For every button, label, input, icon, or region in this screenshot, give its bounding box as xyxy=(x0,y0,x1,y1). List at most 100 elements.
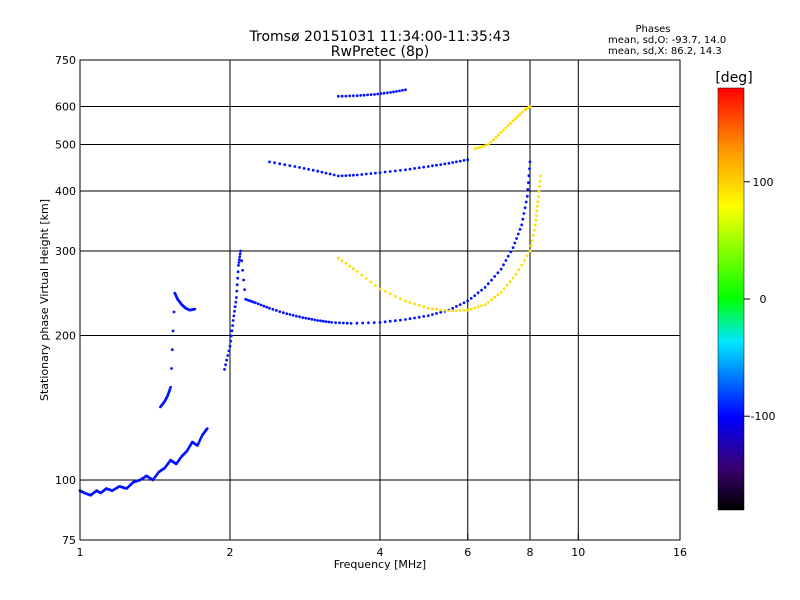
data-point xyxy=(239,249,243,253)
colorbar xyxy=(717,87,745,511)
data-point xyxy=(476,305,480,309)
data-point xyxy=(348,94,352,98)
data-point xyxy=(316,169,320,173)
data-point xyxy=(408,167,412,171)
data-point xyxy=(392,90,395,94)
data-point xyxy=(447,161,451,165)
data-point xyxy=(523,259,526,262)
data-point xyxy=(361,321,365,325)
data-point xyxy=(462,159,466,162)
data-point xyxy=(355,321,359,325)
data-point xyxy=(171,329,175,333)
data-point xyxy=(536,200,540,204)
x-tick-label: 4 xyxy=(377,546,384,559)
data-point xyxy=(486,282,490,286)
data-point xyxy=(236,270,240,274)
data-point xyxy=(538,179,542,183)
data-point xyxy=(422,165,426,169)
data-point xyxy=(422,305,426,309)
data-point xyxy=(302,167,306,170)
data-point xyxy=(364,172,368,176)
data-point xyxy=(514,273,518,276)
data-point xyxy=(223,368,226,371)
series-5 xyxy=(337,174,542,313)
data-point xyxy=(293,165,297,168)
data-point xyxy=(417,303,421,307)
data-point xyxy=(229,339,233,343)
data-point xyxy=(367,321,370,325)
data-point xyxy=(388,319,392,323)
data-point xyxy=(378,321,382,324)
data-point xyxy=(469,296,473,300)
data-point xyxy=(311,168,315,172)
data-point xyxy=(243,288,247,291)
data-point xyxy=(522,212,526,215)
data-point xyxy=(355,270,359,273)
data-point xyxy=(466,308,470,312)
data-point xyxy=(502,287,506,291)
data-point xyxy=(172,310,176,314)
data-point xyxy=(511,276,515,280)
data-point xyxy=(528,249,532,253)
data-point xyxy=(389,91,392,94)
data-point xyxy=(509,121,513,125)
x-tick-label: 1 xyxy=(77,546,84,559)
data-point xyxy=(228,344,232,348)
data-point xyxy=(528,160,532,164)
data-point xyxy=(417,315,421,319)
data-point xyxy=(328,172,332,176)
data-point xyxy=(455,160,458,164)
data-point xyxy=(499,267,503,271)
data-point xyxy=(360,173,364,176)
series-4 xyxy=(337,88,407,98)
data-point xyxy=(369,280,373,284)
data-point xyxy=(324,171,328,175)
data-point xyxy=(376,92,380,96)
data-point xyxy=(341,321,345,325)
data-point xyxy=(224,363,228,367)
data-point xyxy=(334,321,337,324)
data-point xyxy=(417,166,421,170)
data-point xyxy=(458,159,462,163)
y-tick-label: 750 xyxy=(55,54,76,67)
data-point xyxy=(169,385,173,389)
data-point xyxy=(451,309,455,313)
x-tick-label: 6 xyxy=(464,546,471,559)
data-point xyxy=(469,307,473,311)
grid xyxy=(80,60,680,540)
data-point xyxy=(340,174,344,178)
data-point xyxy=(539,174,542,178)
data-point xyxy=(230,329,234,333)
colorbar-tick-label: 100 xyxy=(753,176,774,189)
data-point xyxy=(345,321,349,325)
data-point xyxy=(480,288,483,292)
data-point xyxy=(388,170,392,173)
data-point xyxy=(278,310,282,313)
data-point xyxy=(481,144,485,148)
data-point xyxy=(466,299,470,303)
data-point xyxy=(369,93,373,96)
data-point xyxy=(483,286,487,289)
data-point xyxy=(234,300,238,304)
y-axis-ticks: 75 100 200 300 400 500 600 750 xyxy=(55,54,86,547)
data-point xyxy=(490,278,493,282)
data-point xyxy=(518,228,522,231)
data-point xyxy=(537,195,540,199)
data-point xyxy=(197,442,200,445)
data-point xyxy=(259,303,263,307)
data-point xyxy=(480,304,483,308)
data-point xyxy=(499,291,503,294)
data-point xyxy=(487,143,490,146)
data-point xyxy=(509,250,513,254)
data-point xyxy=(408,317,412,321)
data-point xyxy=(426,314,430,318)
data-point xyxy=(275,309,278,312)
data-point xyxy=(435,163,438,167)
y-tick-label: 600 xyxy=(55,101,76,114)
data-point xyxy=(193,307,197,311)
data-point xyxy=(288,313,292,316)
data-point xyxy=(265,305,269,309)
data-point xyxy=(451,161,455,164)
data-point xyxy=(238,255,242,259)
